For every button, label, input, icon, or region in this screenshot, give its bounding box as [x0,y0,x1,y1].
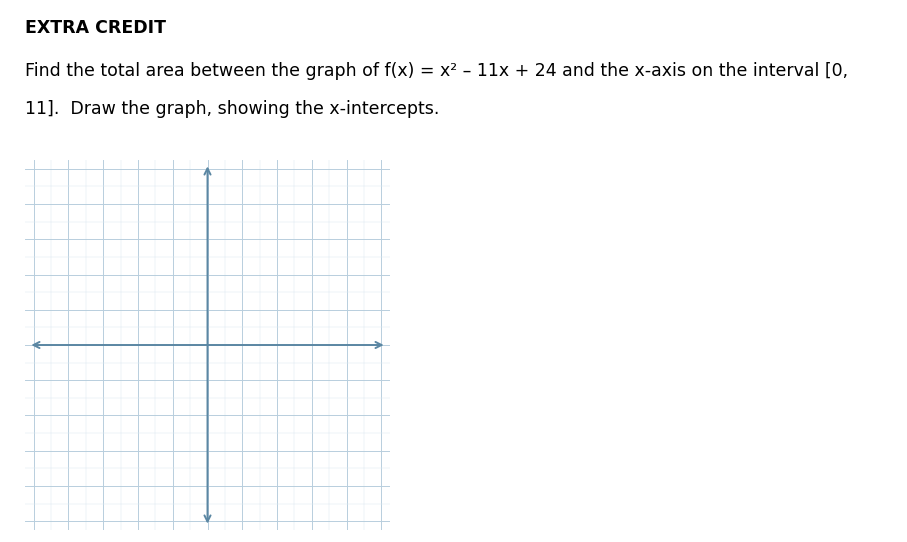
Text: EXTRA CREDIT: EXTRA CREDIT [25,19,166,37]
Text: Find the total area between the graph of f(x) = x² – 11x + 24 and the x-axis on : Find the total area between the graph of… [25,62,849,80]
Text: 11].  Draw the graph, showing the x-intercepts.: 11]. Draw the graph, showing the x-inter… [25,100,440,118]
